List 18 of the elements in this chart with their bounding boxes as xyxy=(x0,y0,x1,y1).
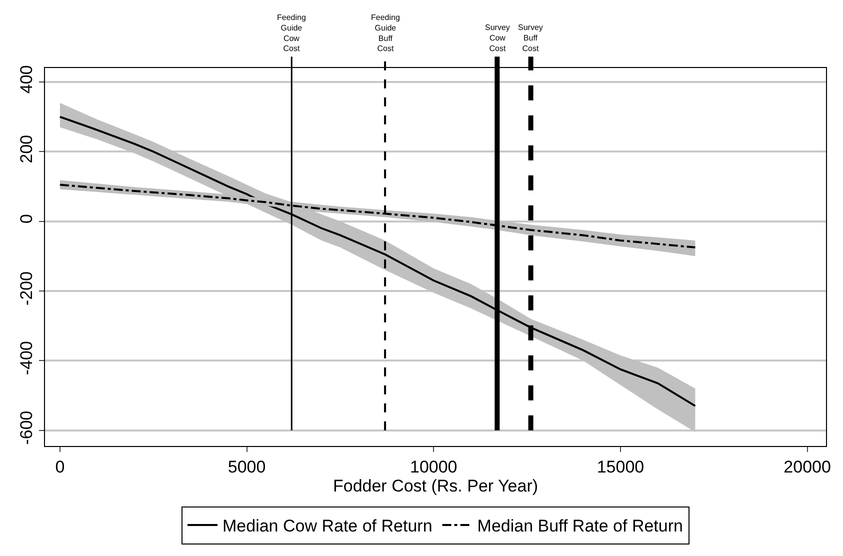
y-tick-label: 400 xyxy=(17,65,36,94)
legend-label: Median Cow Rate of Return xyxy=(222,516,432,536)
x-axis-title: Fodder Cost (Rs. Per Year) xyxy=(332,476,538,496)
legend-label: Median Buff Rate of Return xyxy=(477,516,683,536)
ref-line-label: Feeding Guide Buff Cost xyxy=(371,13,400,54)
y-tick-label: -200 xyxy=(17,271,36,306)
x-tick-label: 10000 xyxy=(410,457,458,476)
y-tick-label: 0 xyxy=(17,214,36,224)
y-tick-label: -400 xyxy=(17,341,36,376)
x-tick-label: 20000 xyxy=(784,457,831,476)
y-tick-label: -600 xyxy=(17,410,36,445)
x-tick-label: 15000 xyxy=(596,457,644,476)
x-tick-label: 5000 xyxy=(228,457,266,476)
y-tick-label: 200 xyxy=(17,134,36,164)
ref-line-label: Feeding Guide Cow Cost xyxy=(277,13,306,54)
x-tick-label: 0 xyxy=(55,457,65,476)
ref-line-label: Survey Buff Cost xyxy=(518,23,543,53)
ref-line-label: Survey Cow Cost xyxy=(485,23,510,53)
